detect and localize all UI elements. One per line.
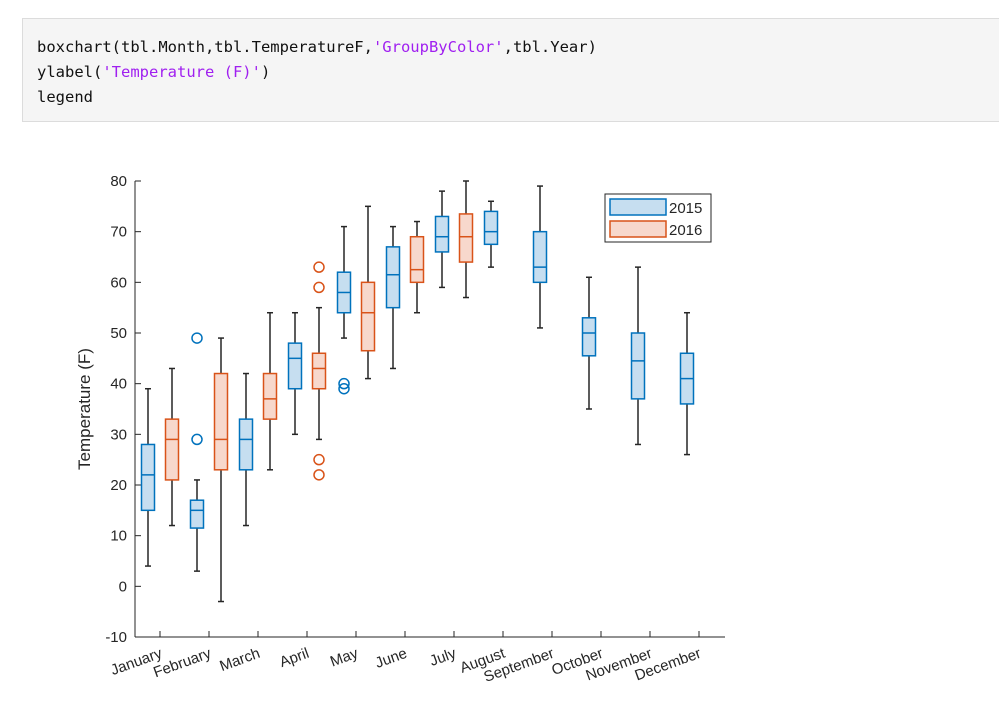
legend-swatch-2015 bbox=[609, 198, 667, 216]
code-line-1: boxchart(tbl.Month,tbl.TemperatureF,'Gro… bbox=[37, 38, 597, 56]
x-tick-label: March bbox=[217, 645, 262, 675]
outlier-point bbox=[313, 261, 325, 273]
box-body bbox=[581, 317, 597, 357]
box-2016-april bbox=[311, 261, 327, 481]
box-2015-march bbox=[238, 372, 254, 527]
y-tick-label: 50 bbox=[110, 325, 127, 342]
x-tick-label: April bbox=[277, 645, 311, 671]
y-tick-label: 40 bbox=[110, 376, 127, 393]
box-2015-december bbox=[679, 311, 695, 456]
outlier-point bbox=[313, 469, 325, 481]
box-body bbox=[140, 443, 156, 512]
y-tick-label: 10 bbox=[110, 528, 127, 545]
box-2015-october bbox=[581, 276, 597, 410]
box-2016-july bbox=[458, 180, 474, 299]
box-2015-july bbox=[434, 190, 450, 289]
x-tick-label: May bbox=[328, 645, 361, 671]
box-2016-may bbox=[360, 205, 376, 380]
box-2015-august bbox=[483, 200, 499, 268]
code-line-2: ylabel('Temperature (F)') bbox=[37, 63, 271, 81]
box-2015-may bbox=[336, 225, 352, 395]
box-body bbox=[164, 418, 180, 481]
y-tick-label: 30 bbox=[110, 426, 127, 443]
outlier-point bbox=[191, 332, 203, 344]
outlier-point bbox=[338, 377, 350, 390]
box-body bbox=[458, 213, 474, 263]
box-2015-january bbox=[140, 387, 156, 567]
outlier-point bbox=[313, 281, 325, 294]
y-tick-label: -10 bbox=[105, 629, 127, 646]
box-body bbox=[287, 342, 303, 390]
code-block: boxchart(tbl.Month,tbl.TemperatureF,'Gro… bbox=[22, 18, 999, 122]
y-tick-label: 60 bbox=[110, 274, 127, 291]
y-tick-label: 20 bbox=[110, 477, 127, 494]
code-line-3: legend bbox=[37, 88, 93, 106]
box-2016-february bbox=[213, 337, 229, 603]
x-tick-label: July bbox=[427, 645, 458, 670]
y-tick-label: 70 bbox=[110, 224, 127, 241]
box-body bbox=[434, 215, 450, 253]
box-body bbox=[262, 372, 278, 420]
x-tick-label: June bbox=[373, 645, 409, 672]
box-body bbox=[189, 499, 205, 529]
box-body bbox=[532, 230, 548, 284]
y-axis-label: Temperature (F) bbox=[75, 348, 94, 470]
box-body bbox=[311, 352, 327, 390]
y-tick-label: 0 bbox=[119, 578, 127, 595]
box-body bbox=[630, 332, 646, 400]
box-body bbox=[238, 418, 254, 471]
box-2015-february bbox=[189, 332, 205, 572]
box-2016-march bbox=[262, 311, 278, 471]
legend-swatch-2016 bbox=[609, 220, 667, 238]
box-body bbox=[360, 281, 376, 352]
box-2016-january bbox=[164, 367, 180, 527]
box-body bbox=[483, 210, 499, 246]
x-tick-label: February bbox=[151, 645, 214, 682]
box-2016-june bbox=[409, 220, 425, 314]
outlier-point bbox=[313, 453, 325, 466]
legend-label-2016: 2016 bbox=[669, 222, 702, 239]
box-2015-september bbox=[532, 185, 548, 329]
legend: 2015 2016 bbox=[604, 193, 712, 243]
box-body bbox=[385, 246, 401, 309]
y-tick-label: 80 bbox=[110, 173, 127, 190]
outlier-point bbox=[191, 433, 203, 446]
box-2015-april bbox=[287, 311, 303, 436]
outlier-point bbox=[338, 382, 350, 395]
legend-label-2015: 2015 bbox=[669, 200, 702, 217]
box-2015-november bbox=[630, 266, 646, 446]
box-2015-june bbox=[385, 225, 401, 370]
box-body bbox=[409, 235, 425, 284]
box-body bbox=[213, 372, 229, 471]
